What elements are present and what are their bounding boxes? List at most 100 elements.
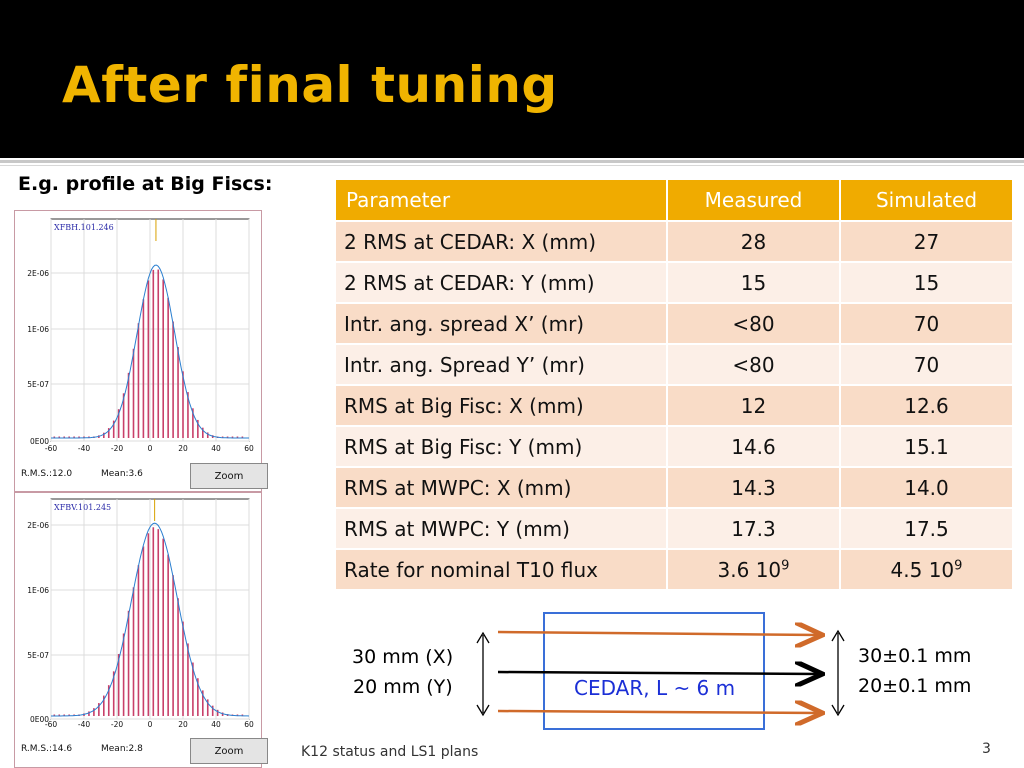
slide-title: After final tuning xyxy=(62,56,558,114)
x-tick-label: 40 xyxy=(211,720,221,729)
y-tick-label: 0E00 xyxy=(30,715,49,724)
x-tick-label: 40 xyxy=(211,444,221,453)
beam-edge-top-arrow xyxy=(497,632,820,635)
plot-footer: R.M.S.:14.6 Mean:2.8 Zoom xyxy=(15,737,268,765)
header-divider xyxy=(0,160,1024,163)
table-row: RMS at Big Fisc: Y (mm) 14.6 15.1 xyxy=(334,425,1014,468)
histogram-bar xyxy=(58,714,61,716)
histogram-bar xyxy=(172,575,174,716)
histogram-bar xyxy=(98,703,100,716)
measured-cell: 15 xyxy=(666,261,841,304)
histogram-bar xyxy=(137,323,140,438)
output-beam-size-x: 30±0.1 mm xyxy=(858,645,972,667)
rms-readout: R.M.S.:14.6 xyxy=(21,744,73,754)
histogram-bar xyxy=(226,436,229,438)
simulated-exponent: 9 xyxy=(954,557,963,573)
histogram-bar xyxy=(187,643,189,716)
histogram-chart: -60 -40 -20 0 20 40 60 2E-06 1E-06 5E-07 0E00 XFBV.… xyxy=(27,498,254,729)
table-row: 2 RMS at CEDAR: Y (mm) 15 15 xyxy=(334,261,1014,304)
histogram-bar xyxy=(221,712,224,716)
histogram-bar xyxy=(63,436,65,438)
histogram-bar xyxy=(122,633,125,716)
histogram-bar xyxy=(177,598,179,716)
histogram-bar xyxy=(112,671,115,716)
histogram-bar xyxy=(172,321,174,438)
histogram-bar xyxy=(236,436,239,438)
x-tick-label: 20 xyxy=(178,444,188,453)
mean-readout: Mean:2.8 xyxy=(101,744,143,754)
histogram-bar xyxy=(83,436,85,438)
header-simulated: Simulated xyxy=(839,178,1014,222)
histogram-bar xyxy=(241,714,244,716)
histogram-bar xyxy=(73,436,75,438)
histogram-bar xyxy=(68,714,70,716)
y-tick-label: 1E-06 xyxy=(27,586,49,595)
histogram-bar xyxy=(157,529,160,716)
input-beam-size-x: 30 mm (X) xyxy=(352,646,454,668)
histogram-bar xyxy=(187,392,189,438)
measured-cell: 17.3 xyxy=(666,507,841,550)
plot-label: XFBH.101.246 xyxy=(54,223,114,232)
histogram-bar xyxy=(93,708,95,716)
profile-plot-horizontal: -60 -40 -20 0 20 40 60 2E-06 1E-06 5E-07 0E00 XFBH.… xyxy=(14,210,268,492)
right-size-arrowhead-up xyxy=(831,629,845,642)
param-cell: 2 RMS at CEDAR: X (mm) xyxy=(334,220,668,263)
header-measured: Measured xyxy=(666,178,841,222)
x-tick-label: -20 xyxy=(111,720,123,729)
output-beam-size-y: 20±0.1 mm xyxy=(858,675,972,697)
simulated-cell: 15 xyxy=(839,261,1014,304)
measured-cell: <80 xyxy=(666,302,841,345)
histogram-bar xyxy=(152,269,155,438)
histogram-bar xyxy=(137,565,140,716)
header-divider-thin xyxy=(0,165,1024,166)
histogram-bar xyxy=(241,436,244,438)
fit-curve xyxy=(51,264,249,439)
left-size-arrowhead-down xyxy=(476,704,490,717)
param-cell: Rate for nominal T10 flux xyxy=(334,548,668,591)
right-size-arrowhead-down xyxy=(831,704,845,717)
x-tick-label: 60 xyxy=(244,720,254,729)
param-cell: 2 RMS at CEDAR: Y (mm) xyxy=(334,261,668,304)
histogram-bar xyxy=(142,299,145,438)
simulated-cell: 70 xyxy=(839,302,1014,345)
histogram-bar xyxy=(127,610,130,716)
y-tick-label: 0E00 xyxy=(30,437,49,446)
table-row: Rate for nominal T10 flux 3.6 109 4.5 10… xyxy=(334,548,1014,591)
plots-caption: E.g. profile at Big Fiscs: xyxy=(18,173,273,195)
histogram-bar xyxy=(202,690,204,716)
simulated-cell: 15.1 xyxy=(839,425,1014,468)
histogram-bar xyxy=(107,685,110,716)
histogram-bar xyxy=(182,621,184,716)
zoom-button[interactable]: Zoom xyxy=(190,463,268,489)
histogram-bar xyxy=(167,297,169,438)
fit-curve xyxy=(51,522,250,717)
measured-cell: 3.6 109 xyxy=(666,548,841,591)
histogram-bar xyxy=(78,436,80,438)
cedar-beam-diagram xyxy=(476,612,845,730)
histogram-bar xyxy=(211,705,214,716)
x-tick-label: 0 xyxy=(148,444,153,453)
histogram-bar xyxy=(142,546,145,716)
histogram-bar xyxy=(107,428,110,438)
histogram-bar xyxy=(202,427,204,438)
histogram-bar xyxy=(103,695,105,716)
table-row: RMS at MWPC: Y (mm) 17.3 17.5 xyxy=(334,507,1014,550)
histogram-bar xyxy=(68,436,70,438)
simulated-base: 4.5 10 xyxy=(890,557,955,582)
histogram-bar xyxy=(231,436,234,438)
param-cell: RMS at Big Fisc: X (mm) xyxy=(334,384,668,427)
simulated-cell: 12.6 xyxy=(839,384,1014,427)
histogram-bar xyxy=(182,371,184,438)
histogram-bar xyxy=(63,714,65,716)
simulated-cell: 14.0 xyxy=(839,466,1014,509)
x-tick-label: -40 xyxy=(78,720,90,729)
zoom-button[interactable]: Zoom xyxy=(190,738,268,764)
page-number: 3 xyxy=(982,741,991,757)
y-tick-label: 2E-06 xyxy=(27,521,49,530)
x-tick-label: -40 xyxy=(78,444,90,453)
histogram-bar xyxy=(177,347,179,438)
histogram-bar xyxy=(117,409,120,438)
histogram-bar xyxy=(103,432,105,438)
param-cell: RMS at Big Fisc: Y (mm) xyxy=(334,425,668,468)
table-row: Intr. ang. spread X’ (mr) <80 70 xyxy=(334,302,1014,345)
